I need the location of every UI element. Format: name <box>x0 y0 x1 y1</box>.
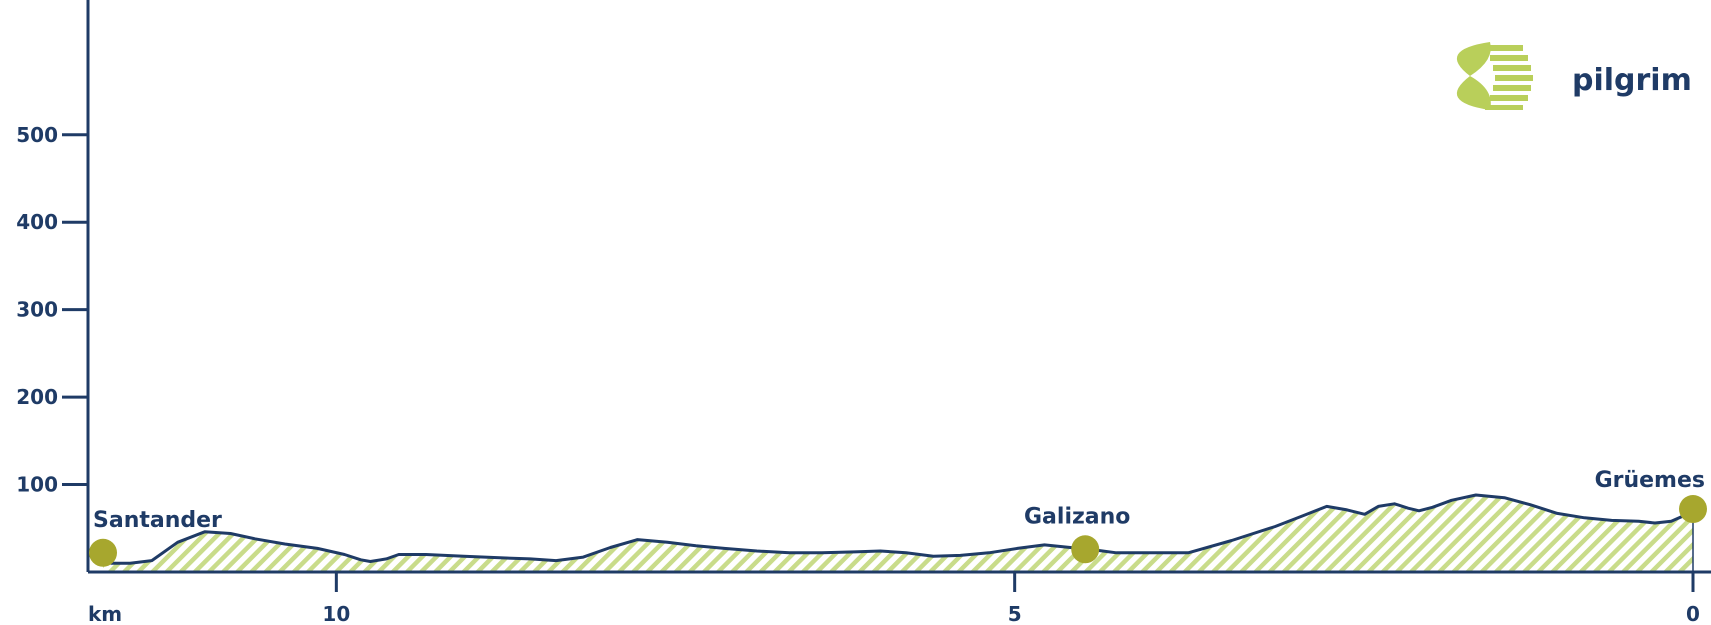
x-tick-label: 0 <box>1686 602 1700 625</box>
place-marker-grüemes <box>1679 495 1707 524</box>
place-markers: Santander Galizano Grüemes <box>89 468 1707 572</box>
x-axis-unit-label: km <box>88 602 122 625</box>
x-tick-label: 10 <box>322 602 350 625</box>
y-tick-label: 100 <box>16 473 58 497</box>
x-tick-label: 5 <box>1008 602 1022 625</box>
elevation-line <box>101 493 1694 565</box>
y-tick-label: 300 <box>16 298 58 322</box>
y-tick-label: 500 <box>16 123 58 147</box>
scallop-shell-icon <box>1456 42 1533 110</box>
y-axis-ticks: 100 200 300 400 500 <box>16 123 88 497</box>
y-tick-label: 200 <box>16 385 58 409</box>
pilgrim-logo: pilgrim <box>1456 42 1692 110</box>
logo-text: pilgrim <box>1572 63 1692 98</box>
place-marker-galizano <box>1071 535 1100 564</box>
elevation-area <box>103 495 1693 572</box>
place-label: Grüemes <box>1595 468 1705 493</box>
place-marker-santander <box>89 538 117 567</box>
place-label: Galizano <box>1024 504 1130 529</box>
y-tick-label: 400 <box>16 210 58 234</box>
x-axis-ticks: 10 5 0 <box>322 572 1700 625</box>
place-label: Santander <box>93 508 222 533</box>
